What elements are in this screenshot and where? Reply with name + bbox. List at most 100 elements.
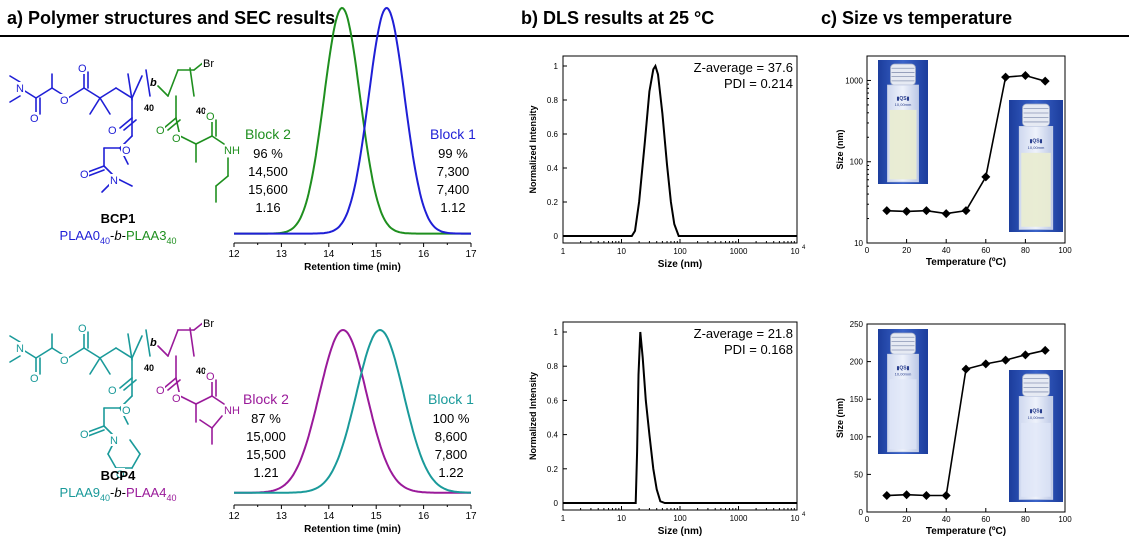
label-part: PLAA4: [126, 485, 166, 500]
x-axis-label: Temperature (ºC): [926, 526, 1006, 537]
panel-c-title: c) Size vs temperature: [821, 8, 1013, 28]
x-axis-label: Size (nm): [658, 526, 702, 537]
atom-label: O: [156, 385, 165, 397]
table-title: Block 1: [430, 126, 476, 142]
x-tick-label: 20: [902, 246, 911, 255]
atom-mask: [79, 428, 89, 440]
y-axis-label: Normalized Intensity: [528, 372, 538, 460]
x-tick-label: 10: [791, 514, 800, 523]
atom-label: N: [110, 175, 118, 187]
bond: [35, 87, 53, 99]
x-tick-label: 15: [371, 249, 383, 260]
table-value: 100 %: [433, 411, 470, 426]
vial-label: 10,00mm: [895, 102, 912, 107]
atom-mask: [59, 354, 69, 366]
table-value: 99 %: [438, 146, 468, 161]
label-part: -: [110, 485, 114, 500]
bond: [87, 165, 105, 173]
atom-label: N: [16, 83, 24, 95]
bond: [195, 135, 213, 145]
atom-mask: [107, 384, 117, 396]
polymer-label: PLAA040-b-PLAA340: [60, 228, 177, 246]
table-value: 7,800: [435, 447, 468, 462]
bond: [83, 87, 101, 99]
x-axis-label: Retention time (min): [304, 262, 401, 273]
bond: [189, 327, 195, 357]
bond: [189, 67, 195, 97]
y-tick-label: 0.6: [547, 396, 559, 405]
label-part: -: [122, 228, 126, 243]
bond: [199, 419, 213, 429]
y-tick-label: 1000: [845, 76, 863, 85]
atom-label: O: [80, 429, 89, 441]
data-point: [961, 364, 971, 374]
atom-mask: [109, 174, 119, 186]
polymer-name: BCP4: [101, 468, 136, 483]
data-point: [882, 490, 892, 500]
amide-label: NH: [224, 145, 240, 157]
x-tick-label: 12: [228, 511, 240, 522]
y-tick-label: 0.2: [547, 198, 559, 207]
bond: [163, 377, 177, 389]
label-part: 40: [166, 236, 176, 246]
x-tick-exponent: 4: [802, 245, 806, 251]
bond: [119, 117, 133, 129]
atom-mask: [202, 317, 220, 329]
bond: [89, 97, 101, 115]
label-part: 40: [100, 236, 110, 246]
x-tick-label: 10: [617, 514, 626, 523]
y-tick-label: 0.2: [547, 465, 559, 474]
atom-mask: [107, 124, 117, 136]
atom-mask: [79, 168, 89, 180]
vial-label: ▮QS▮: [1030, 408, 1043, 414]
bond: [67, 87, 85, 99]
x-tick-label: 12: [228, 249, 240, 260]
header-divider: [0, 35, 1129, 37]
bond: [83, 347, 101, 359]
bond: [99, 347, 117, 359]
x-tick-label: 16: [418, 249, 430, 260]
atom-label: O: [78, 323, 87, 335]
data-point: [961, 206, 971, 216]
atom-mask: [77, 62, 87, 74]
bond: [123, 379, 137, 391]
x-tick-label: 100: [1058, 246, 1072, 255]
table-value: 8,600: [435, 429, 468, 444]
data-point: [1040, 76, 1050, 86]
x-tick-label: 14: [323, 511, 335, 522]
atom-label: O: [60, 95, 69, 107]
atom-label: O: [122, 405, 131, 417]
bond: [115, 87, 133, 99]
table-title: Block 2: [245, 126, 291, 142]
y-tick-label: 0.4: [547, 164, 559, 173]
y-tick-label: 200: [850, 358, 864, 367]
end-group-label: Br: [203, 58, 214, 70]
bond: [179, 135, 197, 145]
x-tick-label: 100: [673, 514, 687, 523]
bond: [123, 119, 137, 131]
bond: [9, 355, 21, 363]
y-tick-label: 10: [854, 239, 863, 248]
polymer-name: BCP1: [101, 211, 136, 226]
x-axis-label: Retention time (min): [304, 524, 401, 535]
bond: [179, 395, 197, 405]
bond: [131, 75, 143, 99]
table-value: 1.21: [253, 465, 278, 480]
bond: [131, 335, 143, 359]
bond: [167, 379, 181, 391]
label-part: PLAA3: [126, 228, 166, 243]
sec-chart: 12 13 14 15 16 17 Retention time (min) Block 2 9…: [228, 6, 477, 273]
atom-label: O: [172, 393, 181, 405]
x-tick-label: 10: [791, 247, 800, 256]
table-value: 1.22: [438, 465, 463, 480]
atom-mask: [77, 322, 87, 334]
x-tick-exponent: 4: [802, 512, 806, 518]
bond: [67, 347, 85, 359]
x-tick-label: 0: [865, 246, 870, 255]
data-point: [981, 359, 991, 369]
x-tick-label: 0: [865, 515, 870, 524]
annotation: PDI = 0.214: [724, 76, 793, 91]
bond: [9, 75, 21, 83]
